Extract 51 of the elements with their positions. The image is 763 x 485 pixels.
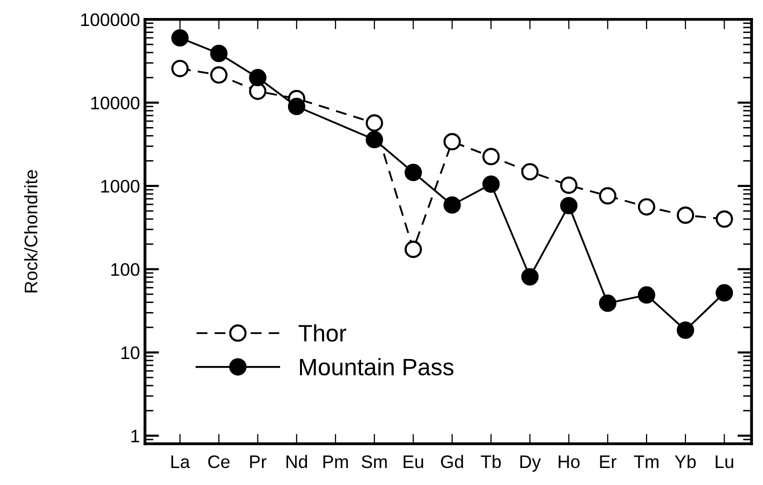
point — [404, 164, 422, 182]
x-tick-label: Lu — [716, 456, 734, 468]
point — [288, 98, 306, 116]
point — [560, 176, 578, 194]
x-tick-label: Nd — [286, 454, 307, 468]
point — [210, 44, 228, 62]
x-tick-label: La — [171, 456, 190, 468]
y-tick-label: 1000 — [101, 180, 140, 193]
point — [443, 196, 461, 214]
point — [482, 148, 500, 166]
point — [521, 163, 539, 180]
x-tick-label: Ho — [558, 456, 580, 468]
point — [171, 60, 189, 78]
point — [249, 82, 266, 100]
point — [404, 240, 422, 258]
y-tick-label: 100000 — [81, 13, 140, 26]
point — [482, 175, 500, 193]
point — [560, 196, 578, 214]
x-tick-label: Sm — [362, 455, 387, 468]
y-axis-title: Rock/Chondrite — [24, 170, 38, 292]
point — [638, 198, 656, 216]
legend-label: Mountain Pass — [300, 358, 454, 376]
point — [716, 210, 734, 228]
point — [249, 68, 266, 86]
x-tick-label: Pm — [323, 456, 348, 468]
x-tick-label: Tb — [480, 454, 501, 468]
point — [716, 284, 734, 302]
y-tick-label: 10 — [121, 346, 140, 360]
y-tick-label: 100 — [111, 263, 140, 276]
point — [443, 132, 461, 150]
x-tick-label: Gd — [441, 454, 464, 468]
x-tick-label: Tm — [634, 456, 658, 468]
x-tick-label: Yb — [674, 454, 696, 468]
point — [676, 322, 694, 339]
y-tick-label: 10000 — [91, 96, 140, 110]
point — [366, 130, 384, 148]
x-tick-label: Ce — [208, 455, 230, 468]
point — [521, 268, 539, 286]
point — [210, 66, 228, 84]
point — [599, 294, 616, 312]
x-tick-label: Dy — [520, 456, 541, 472]
point — [638, 286, 656, 304]
point — [676, 206, 694, 224]
point — [599, 187, 616, 205]
point — [366, 114, 384, 132]
x-tick-label: Er — [600, 456, 616, 468]
x-tick-label: Pr — [250, 456, 266, 468]
y-tick-label: 1 — [131, 430, 140, 442]
x-tick-label: Eu — [404, 456, 424, 468]
point — [171, 29, 189, 47]
legend-label: Thor — [298, 324, 346, 342]
